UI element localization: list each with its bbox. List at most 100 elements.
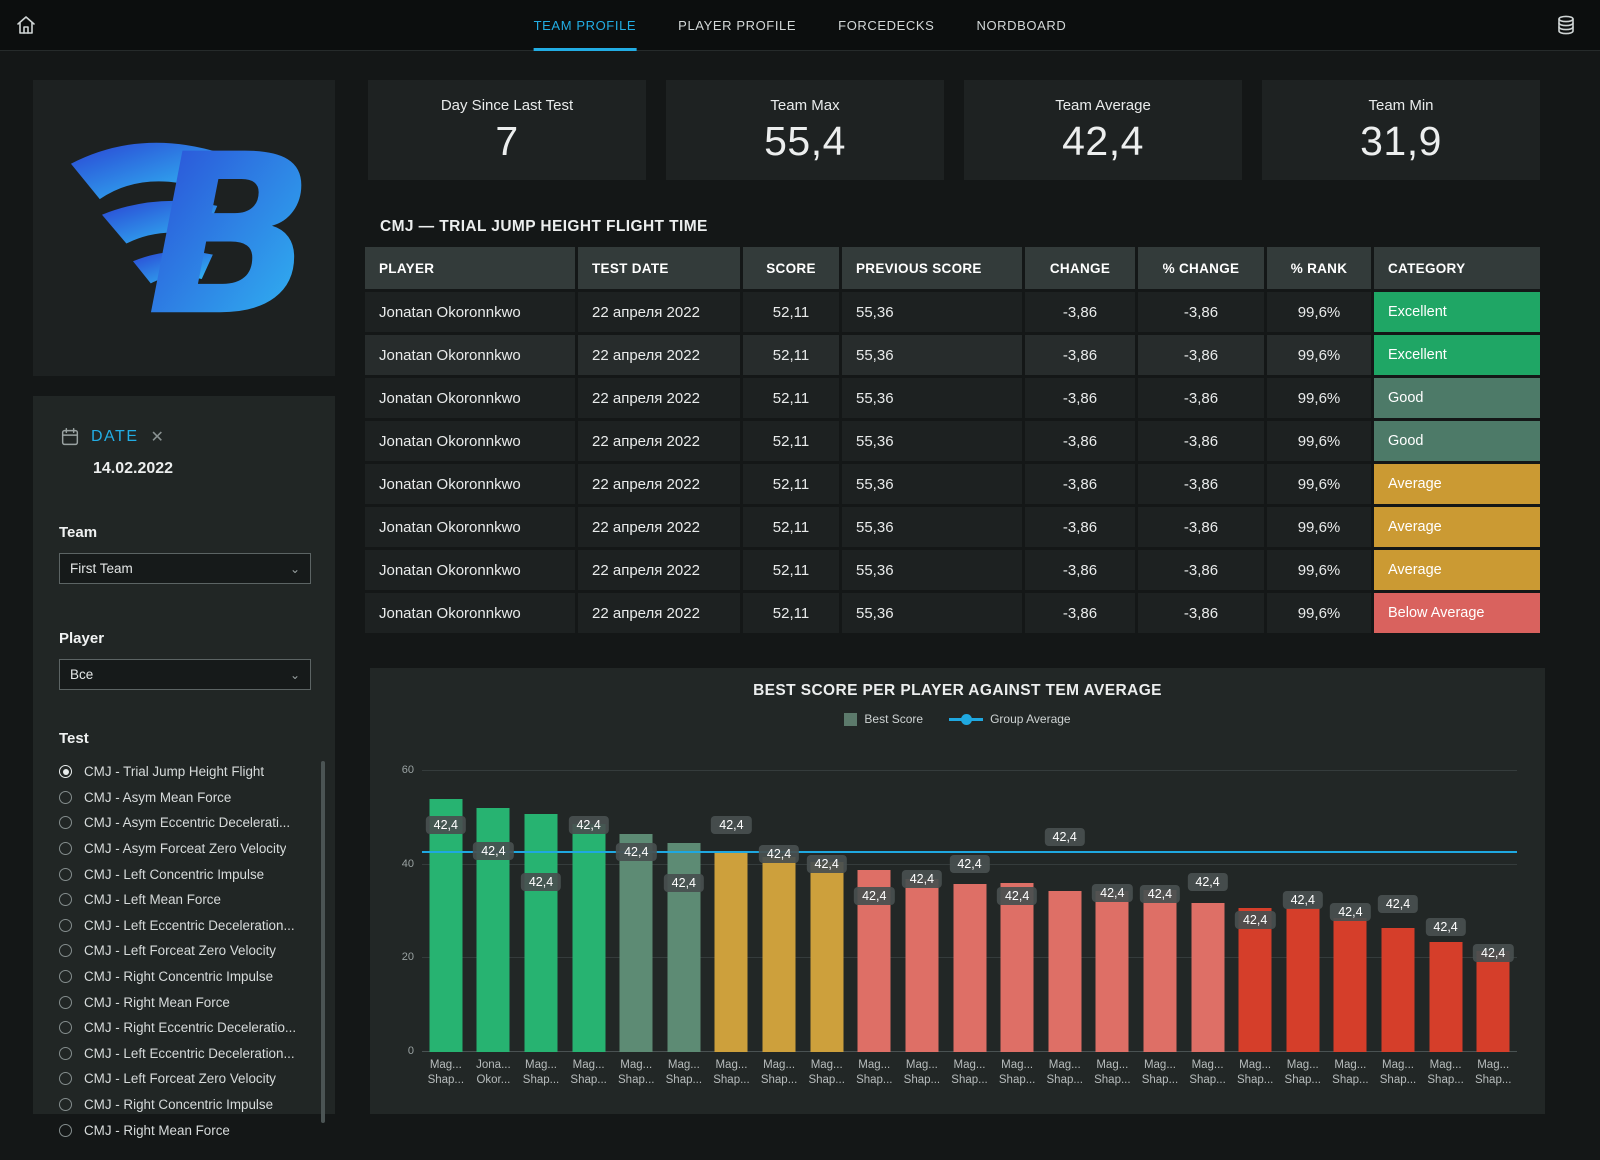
bar[interactable] [1143, 889, 1177, 1052]
radio-icon [59, 944, 72, 958]
test-filter-label: Test [59, 730, 89, 747]
test-radio-option[interactable]: CMJ - Left Eccentric Deceleration... [59, 1041, 311, 1067]
test-radio-option[interactable]: CMJ - Right Concentric Impulse [59, 964, 311, 990]
bar[interactable] [1238, 907, 1272, 1052]
date-filter-value: 14.02.2022 [93, 460, 174, 477]
category-badge: Average [1374, 464, 1540, 504]
y-tick-label: 60 [401, 764, 414, 776]
test-option-label: CMJ - Left Eccentric Deceleration... [84, 917, 295, 933]
test-radio-option[interactable]: CMJ - Asym Eccentric Decelerati... [59, 810, 311, 836]
x-axis-label: Mag... Shap... [618, 1059, 655, 1086]
test-option-label: CMJ - Left Eccentric Deceleration... [84, 1045, 295, 1061]
bar[interactable] [1333, 918, 1367, 1052]
test-radio-option[interactable]: CMJ - Left Mean Force [59, 887, 311, 913]
x-axis-label: Jona... Okor... [476, 1059, 511, 1086]
test-radio-option[interactable]: CMJ - Left Forceat Zero Velocity [59, 938, 311, 964]
bar[interactable] [1429, 942, 1463, 1052]
bar[interactable] [762, 857, 796, 1052]
column-header: TEST DATE [578, 247, 740, 289]
radio-icon [59, 1098, 72, 1112]
test-radio-option[interactable]: CMJ - Left Forceat Zero Velocity [59, 1066, 311, 1092]
nav-tab-nordboard[interactable]: NORDBOARD [976, 18, 1067, 33]
kpi-label: Team Average [1055, 97, 1151, 114]
bar[interactable] [619, 834, 653, 1052]
test-radio-option[interactable]: CMJ - Right Eccentric Deceleratio... [59, 1015, 311, 1041]
bar-slot: 42,4 [1422, 771, 1470, 1052]
team-logo: B [70, 107, 315, 365]
category-badge: Good [1374, 378, 1540, 418]
x-axis-label: Mag... Shap... [903, 1059, 941, 1086]
legend-item-best-score[interactable]: Best Score [844, 712, 923, 726]
bar[interactable] [1000, 883, 1034, 1052]
test-radio-option[interactable]: CMJ - Right Concentric Impulse [59, 1092, 311, 1118]
data-point-label: 42,4 [1282, 891, 1323, 910]
test-option-label: CMJ - Left Concentric Impulse [84, 866, 265, 882]
test-option-label: CMJ - Right Mean Force [84, 1122, 230, 1138]
table-cell: Jonatan Okoronnkwo [365, 507, 575, 547]
test-radio-option[interactable]: CMJ - Asym Forceat Zero Velocity [59, 836, 311, 862]
x-axis-label: Mag... Shap... [1332, 1059, 1369, 1086]
bar[interactable] [524, 814, 558, 1052]
table-cell: 52,11 [743, 464, 839, 504]
test-radio-option[interactable]: CMJ - Right Mean Force [59, 1117, 311, 1143]
data-point-label: 42,4 [1139, 885, 1181, 904]
table-cell: 99,6% [1267, 421, 1371, 461]
bar[interactable] [1381, 927, 1415, 1052]
bar[interactable] [1476, 951, 1510, 1052]
table-cell: 55,36 [842, 507, 1022, 547]
kpi-card: Day Since Last Test 7 [368, 80, 646, 180]
data-point-label: 42,4 [1473, 943, 1514, 962]
nav-tab-forcedecks[interactable]: FORCEDECKS [838, 18, 935, 33]
bar[interactable] [953, 884, 986, 1052]
bar[interactable] [1191, 902, 1225, 1052]
column-header: PREVIOUS SCORE [842, 247, 1022, 289]
data-point-label: 42,4 [996, 887, 1038, 906]
x-axis-label: Mag... Shap... [1141, 1059, 1179, 1086]
bar[interactable] [429, 799, 463, 1052]
team-dropdown[interactable]: First Team ⌄ [59, 553, 311, 584]
radio-icon [59, 842, 72, 856]
bar[interactable] [905, 878, 939, 1052]
nav-tab-team-profile[interactable]: TEAM PROFILE [533, 0, 637, 51]
test-radio-option[interactable]: CMJ - Right Mean Force [59, 989, 311, 1015]
test-option-label: CMJ - Asym Eccentric Decelerati... [84, 815, 291, 831]
close-icon[interactable]: ✕ [150, 429, 164, 446]
nav-tab-player-profile[interactable]: PLAYER PROFILE [678, 18, 797, 33]
bar-slot: 42,4 [1279, 771, 1327, 1052]
bar[interactable] [1286, 908, 1320, 1052]
table-cell: 99,6% [1267, 507, 1371, 547]
x-axis-label: Mag... Shap... [760, 1059, 798, 1086]
test-radio-option[interactable]: CMJ - Trial Jump Height Flight [59, 759, 311, 785]
nav-tabs: TEAM PROFILE PLAYER PROFILE FORCEDECKS NORD… [533, 0, 1067, 51]
bar[interactable] [572, 824, 606, 1052]
data-point-label: 42,4 [758, 845, 800, 864]
table-cell: 22 апреля 2022 [578, 550, 740, 590]
team-dropdown-value: First Team [70, 561, 133, 576]
home-icon[interactable] [14, 13, 38, 37]
test-radio-option[interactable]: CMJ - Left Eccentric Deceleration... [59, 913, 311, 939]
x-axis-label: Mag... Shap... [998, 1059, 1036, 1086]
bar[interactable] [1095, 891, 1129, 1052]
test-radio-option[interactable]: CMJ - Asym Mean Force [59, 785, 311, 811]
test-radio-option[interactable]: CMJ - Left Concentric Impulse [59, 861, 311, 887]
test-list-scrollbar[interactable] [321, 761, 325, 1123]
table-cell: -3,86 [1025, 507, 1135, 547]
bar[interactable] [810, 862, 844, 1052]
kpi-value: 7 [495, 118, 519, 164]
test-option-label: CMJ - Left Mean Force [84, 892, 221, 908]
x-axis-label: Mag... Shap... [570, 1059, 607, 1086]
legend-item-group-average[interactable]: Group Average [949, 712, 1071, 726]
table-cell: -3,86 [1138, 421, 1264, 461]
database-icon[interactable] [1554, 13, 1578, 37]
scores-table: PLAYER TEST DATE SCORE PREVIOUS SCORE CHANGE… [365, 247, 1540, 633]
kpi-value: 55,4 [764, 118, 846, 164]
gridline-60: 60 [402, 764, 1517, 776]
radio-icon [59, 893, 72, 907]
table-cell: -3,86 [1138, 464, 1264, 504]
bar[interactable] [714, 851, 748, 1052]
bar-slot: 42,4 [660, 771, 708, 1052]
table-cell: -3,86 [1138, 550, 1264, 590]
player-dropdown[interactable]: Все ⌄ [59, 659, 311, 690]
table-cell: -3,86 [1138, 378, 1264, 418]
bar[interactable] [1048, 890, 1082, 1052]
